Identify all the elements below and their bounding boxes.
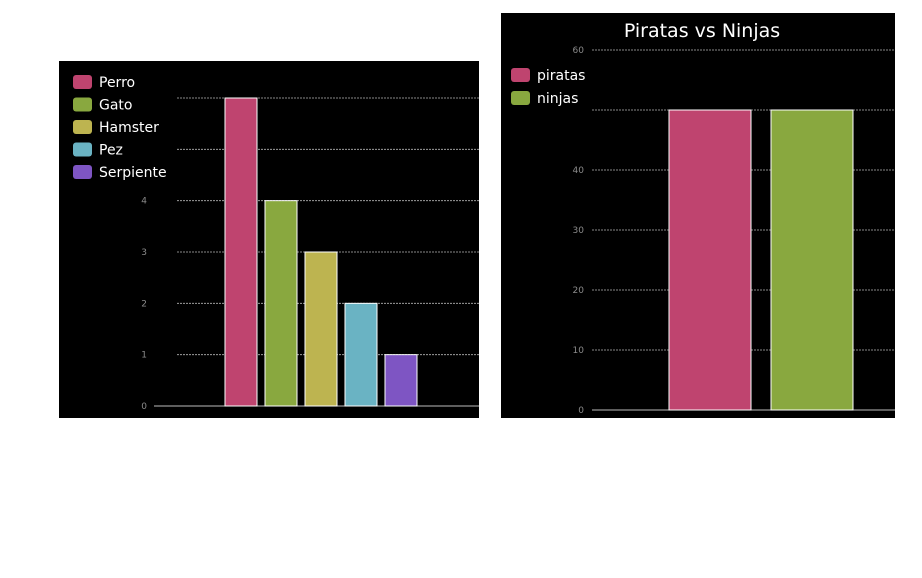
legend-label: ninjas <box>537 91 578 107</box>
y-tick-label: 40 <box>573 166 585 176</box>
legend-swatch <box>511 68 530 82</box>
y-tick-label: 20 <box>573 286 585 296</box>
legend-label: Pez <box>99 143 123 159</box>
y-tick-label: 3 <box>141 248 147 258</box>
pirates-ninjas-chart-svg: Piratas vs Ninjas 0 10 20 30 40 60 piratas ninja… <box>511 20 895 416</box>
bar-piratas <box>668 109 752 411</box>
y-tick-label: 30 <box>573 226 585 236</box>
legend-label: Hamster <box>99 120 159 136</box>
pets-chart: 0 1 2 3 4 Perro Gato Hamster Pez Serpiente <box>59 61 479 418</box>
bar-serpiente <box>384 354 418 407</box>
y-tick-label: 1 <box>141 351 147 361</box>
pirates-ninjas-chart: Piratas vs Ninjas 0 10 20 30 40 60 piratas ninja… <box>501 13 895 418</box>
bar-perro <box>224 97 258 407</box>
legend-swatch <box>73 142 92 157</box>
legend-label: Serpiente <box>99 165 167 181</box>
legend-label: Gato <box>99 98 132 114</box>
y-tick-label: 0 <box>578 406 584 416</box>
bar-gato <box>264 200 298 407</box>
y-tick-label: 0 <box>141 402 147 412</box>
legend-swatch <box>511 91 530 105</box>
y-tick-label: 2 <box>141 299 147 309</box>
legend-swatch <box>73 120 92 134</box>
y-tick-label: 10 <box>573 346 585 356</box>
legend-label: Perro <box>99 75 135 91</box>
bar-pez <box>344 302 378 407</box>
legend-swatch <box>73 75 92 89</box>
y-tick-label: 4 <box>141 197 147 207</box>
chart-title: Piratas vs Ninjas <box>624 20 780 42</box>
bar-hamster <box>304 251 338 407</box>
legend-swatch <box>73 165 92 179</box>
pets-chart-svg: 0 1 2 3 4 Perro Gato Hamster Pez Serpiente <box>73 75 479 412</box>
y-tick-label: 60 <box>573 46 585 56</box>
legend-label: piratas <box>537 68 585 84</box>
legend-swatch <box>73 97 92 112</box>
bar-ninjas <box>770 109 854 411</box>
